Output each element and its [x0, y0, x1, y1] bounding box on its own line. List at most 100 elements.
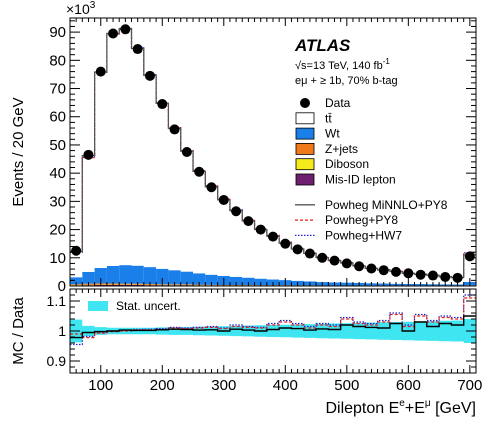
data-point	[132, 44, 143, 55]
bar-ttbar	[254, 229, 267, 279]
bar-ttbar	[279, 243, 292, 281]
bar-ttbar	[143, 75, 157, 268]
bar-ttbar	[180, 151, 194, 272]
bar-ttbar	[291, 249, 304, 281]
axes: 100 200 300 400 500 600 700 0 10 20 30 40 50 60 70 80 90…	[47, 17, 482, 394]
bar-wt	[168, 270, 181, 285]
data-point	[169, 124, 180, 135]
bar-wt	[254, 278, 267, 286]
data-point	[427, 270, 438, 281]
bar-ttbar	[340, 262, 353, 283]
y-tick-label: 60	[49, 109, 66, 126]
x-tick-label: 300	[211, 377, 236, 394]
data-point	[415, 269, 426, 280]
data-point	[280, 238, 291, 249]
data-point	[120, 24, 131, 35]
bar-wt	[70, 277, 83, 285]
data-point	[292, 244, 303, 255]
legend-label: Wt	[325, 127, 340, 141]
bar-ttbar	[328, 260, 341, 283]
data-point	[403, 268, 414, 279]
data-point	[83, 149, 94, 160]
data-point	[317, 252, 328, 263]
bar-wt	[229, 276, 243, 286]
y-tick-label: 90	[49, 24, 66, 41]
bar-wt	[180, 271, 194, 285]
data-point	[452, 272, 463, 283]
data-point	[391, 266, 402, 277]
y-axis-label: Events / 20 GeV	[10, 97, 27, 206]
y-tick-label: 80	[49, 52, 66, 69]
y-tick-label: 40	[49, 165, 66, 182]
bar-ttbar	[229, 210, 243, 277]
legend-label: Z+jets	[325, 142, 358, 156]
data-point	[341, 258, 352, 269]
bar-ttbar	[205, 186, 218, 275]
data-point	[194, 166, 205, 177]
data-point	[243, 216, 254, 227]
bar-wt	[193, 273, 206, 285]
bar-ttbar	[303, 253, 317, 282]
bar-wt	[94, 267, 107, 284]
data-point	[464, 251, 475, 262]
data-point	[108, 28, 119, 39]
legend-swatch-misid	[295, 173, 315, 186]
y-multiplier: ×103	[66, 0, 96, 17]
bar-ttbar	[316, 257, 329, 283]
data-point	[378, 265, 389, 276]
data-point	[231, 206, 242, 217]
ratio-y-tick-label: 0.9	[47, 353, 67, 369]
x-axis-label: Dilepton Ee+Eμ [GeV]	[325, 398, 476, 417]
bar-ttbar	[119, 28, 132, 266]
x-tick-label: 400	[273, 377, 298, 394]
legend-label: tt̄	[325, 111, 332, 125]
bar-ttbar	[242, 220, 255, 278]
data-point	[218, 194, 229, 205]
legend-swatch-zjets	[295, 142, 315, 155]
y-tick-label: 20	[49, 222, 66, 239]
data-point	[255, 224, 266, 235]
bar-wt	[131, 265, 144, 284]
data-point	[95, 66, 106, 77]
x-tick-label: 600	[396, 377, 421, 394]
bar-ttbar	[168, 128, 181, 271]
x-tick-label: 700	[457, 377, 482, 394]
bar-wt	[82, 271, 95, 284]
y-tick-label: 0	[58, 278, 66, 295]
data-point	[440, 271, 451, 282]
bar-wt	[242, 277, 255, 286]
bar-wt	[205, 274, 218, 285]
data-point	[268, 231, 278, 242]
legend-swatch-diboson	[295, 158, 315, 171]
ratio-minnlo	[70, 315, 476, 339]
x-tick-label: 200	[150, 377, 175, 394]
y-tick-label: 50	[49, 137, 66, 154]
ratio-legend: Stat. uncert.	[88, 299, 181, 313]
ratio-y-tick-label: 1.1	[47, 293, 67, 309]
legend-label: Powheg+PY8	[325, 213, 398, 227]
ratio-legend-label: Stat. uncert.	[116, 299, 181, 313]
bar-ttbar	[131, 48, 144, 266]
bar-ttbar	[193, 171, 206, 274]
data-point	[329, 255, 340, 266]
bar-ttbar	[156, 103, 169, 269]
legend-label: Data	[325, 96, 351, 110]
legend-label: Diboson	[325, 157, 369, 171]
bar-ttbar	[94, 72, 107, 268]
y-tick-label: 70	[49, 81, 66, 98]
x-tick-label: 100	[88, 377, 113, 394]
bar-ttbar	[266, 236, 280, 280]
data-point	[366, 263, 377, 274]
bar-ttbar	[82, 155, 95, 272]
main-panel	[70, 24, 476, 286]
energy-label: √s=13 TeV, 140 fb-1	[295, 57, 390, 72]
ratio-legend-swatch	[88, 301, 108, 311]
bar-wt	[106, 265, 120, 284]
data-point	[144, 70, 155, 81]
data-point	[181, 147, 192, 157]
ratio-panel	[70, 294, 476, 346]
legend-swatch-wt	[295, 127, 315, 140]
ratio-y-axis-label: MC / Data	[10, 297, 27, 365]
